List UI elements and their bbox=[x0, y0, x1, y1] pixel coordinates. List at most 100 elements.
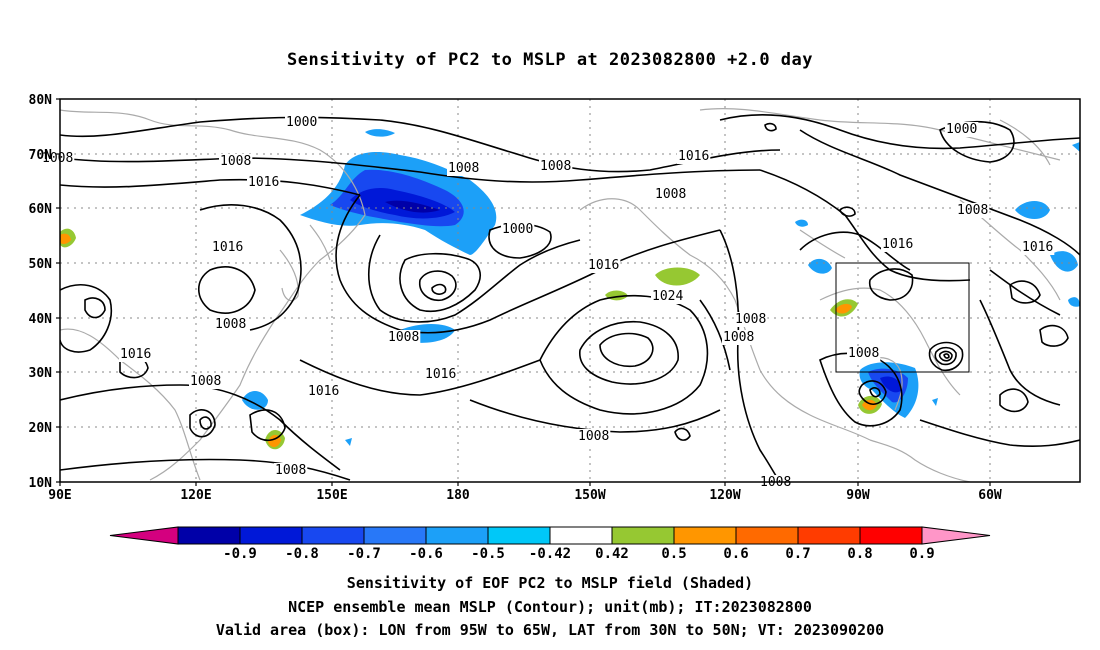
colorbar-tick-label: -0.9 bbox=[223, 546, 257, 562]
neg-region-small1 bbox=[345, 438, 352, 446]
neg-region-atlantic4 bbox=[1072, 142, 1080, 152]
neg-region-atlantic3 bbox=[1068, 297, 1080, 307]
shaded-sensitivity bbox=[60, 129, 1080, 450]
valid-area-box bbox=[835, 262, 970, 373]
colorbar-segment bbox=[301, 526, 365, 545]
contour-label: 1016 bbox=[212, 240, 243, 255]
lon-label: 60W bbox=[978, 488, 1002, 503]
lat-label: 70N bbox=[29, 148, 53, 163]
contour-label: 1008 bbox=[220, 154, 251, 169]
contour-label-bg bbox=[945, 122, 979, 137]
contour-label: 1008 bbox=[42, 151, 73, 166]
contour-label: 1024 bbox=[652, 289, 683, 304]
colorbar-segment bbox=[487, 526, 551, 545]
neg-region-bering-center bbox=[385, 200, 440, 213]
contour-label-bg bbox=[214, 317, 248, 332]
contour-label: 1008 bbox=[578, 429, 609, 444]
colorbar-tick-label: -0.7 bbox=[347, 546, 381, 562]
colorbar-segment bbox=[673, 526, 737, 545]
contour-label: 1016 bbox=[248, 175, 279, 190]
axis-ticks bbox=[56, 98, 991, 486]
colorbar-tick-label: -0.5 bbox=[471, 546, 505, 562]
colorbar-segment bbox=[239, 526, 303, 545]
neg-region-top bbox=[365, 129, 395, 137]
contour-label-bg bbox=[447, 161, 481, 176]
contour-label: 1016 bbox=[882, 237, 913, 252]
contour-label: 1016 bbox=[120, 347, 151, 362]
plot-frame bbox=[59, 98, 1081, 483]
contour-label-bg bbox=[285, 115, 319, 130]
map-title: Sensitivity of PC2 to MSLP at 2023082800… bbox=[286, 50, 813, 70]
lat-label: 20N bbox=[29, 421, 53, 436]
neg-region-small3 bbox=[795, 219, 808, 227]
contour-label-bg bbox=[189, 374, 223, 389]
contour-label: 1016 bbox=[678, 149, 709, 164]
colorbar-tick-label: 0.5 bbox=[661, 546, 686, 562]
mslp-contours bbox=[60, 114, 1080, 482]
contour-label: 1000 bbox=[286, 115, 317, 130]
pos-region-central2 bbox=[655, 267, 700, 286]
contour-label: 1008 bbox=[540, 159, 571, 174]
neg-region-atlantic2 bbox=[1050, 251, 1078, 272]
lon-label: 150W bbox=[574, 488, 605, 503]
caption-line-3: Valid area (box): LON from 95W to 65W, L… bbox=[215, 621, 885, 639]
colorbar-segment bbox=[611, 526, 675, 545]
pos-region-us-mid-core bbox=[835, 303, 852, 314]
contour-label-bg bbox=[247, 175, 281, 190]
colorbar-segment bbox=[797, 526, 861, 545]
colorbar-tick-label: 0.6 bbox=[723, 546, 748, 562]
colorbar: -0.9 -0.8 -0.7 -0.6 -0.5 -0.42 0.42 0.5 0.6 0.7 0.… bbox=[109, 526, 991, 562]
colorbar-tick-label: -0.42 bbox=[529, 546, 571, 562]
colorbar-tick-label: 0.42 bbox=[595, 546, 629, 562]
contour-label-bg bbox=[677, 149, 711, 164]
contour-label-bg bbox=[539, 159, 573, 174]
neg-region-us-se-core bbox=[880, 376, 902, 393]
contour-label: 1008 bbox=[735, 312, 766, 327]
caption-line-2: NCEP ensemble mean MSLP (Contour); unit(… bbox=[288, 598, 812, 616]
contour-label-bg bbox=[956, 203, 990, 218]
lat-labels: 80N 70N 60N 50N 40N 30N 20N 10N bbox=[29, 93, 53, 491]
contour-label-bg bbox=[651, 289, 685, 304]
contour-label: 1008 bbox=[388, 330, 419, 345]
colorbar-segment bbox=[177, 526, 241, 545]
contour-label: 1008 bbox=[723, 330, 754, 345]
contour-label: 1008 bbox=[275, 463, 306, 478]
lat-label: 40N bbox=[29, 312, 53, 327]
colorbar-segment bbox=[735, 526, 799, 545]
caption-line-1: Sensitivity of EOF PC2 to MSLP field (Sh… bbox=[346, 574, 754, 592]
lat-label: 10N bbox=[29, 476, 53, 491]
lat-label: 60N bbox=[29, 202, 53, 217]
contour-label: 1016 bbox=[1022, 240, 1053, 255]
contour-label-bg bbox=[722, 330, 756, 345]
colorbar-segment bbox=[921, 526, 991, 545]
lat-label: 50N bbox=[29, 257, 53, 272]
contour-label: 1008 bbox=[848, 346, 879, 361]
colorbar-tick-label: 0.7 bbox=[785, 546, 810, 562]
lon-labels: 90E 120E 150E 180 150W 120W 90W 60W bbox=[48, 488, 1002, 503]
lon-label: 90W bbox=[846, 488, 870, 503]
contour-label: 1008 bbox=[190, 374, 221, 389]
gridlines bbox=[60, 99, 1080, 482]
contour-label: 1008 bbox=[957, 203, 988, 218]
contour-label: 1000 bbox=[502, 222, 533, 237]
colorbar-tick-label: -0.8 bbox=[285, 546, 319, 562]
neg-region-small2 bbox=[932, 398, 938, 406]
contour-label-bg bbox=[387, 330, 421, 345]
lon-label: 120W bbox=[709, 488, 740, 503]
contour-label: 1016 bbox=[425, 367, 456, 382]
contour-label: 1000 bbox=[946, 122, 977, 137]
colorbar-segment bbox=[859, 526, 923, 545]
colorbar-tick-label: 0.9 bbox=[909, 546, 934, 562]
contour-label-bg bbox=[219, 154, 253, 169]
lat-label: 30N bbox=[29, 366, 53, 381]
contour-label-bg bbox=[41, 151, 75, 166]
contour-labels: 1000 1008 1008 1016 1008 1008 1016 1008 … bbox=[41, 115, 1055, 490]
contour-label-bg bbox=[734, 312, 768, 327]
contour-label: 1016 bbox=[588, 258, 619, 273]
colorbar-tick-label: 0.8 bbox=[847, 546, 872, 562]
contour-label-bg bbox=[587, 258, 621, 273]
colorbar-tick-label: -0.6 bbox=[409, 546, 443, 562]
contour-label: 1008 bbox=[655, 187, 686, 202]
neg-region-atlantic1 bbox=[1015, 201, 1050, 219]
